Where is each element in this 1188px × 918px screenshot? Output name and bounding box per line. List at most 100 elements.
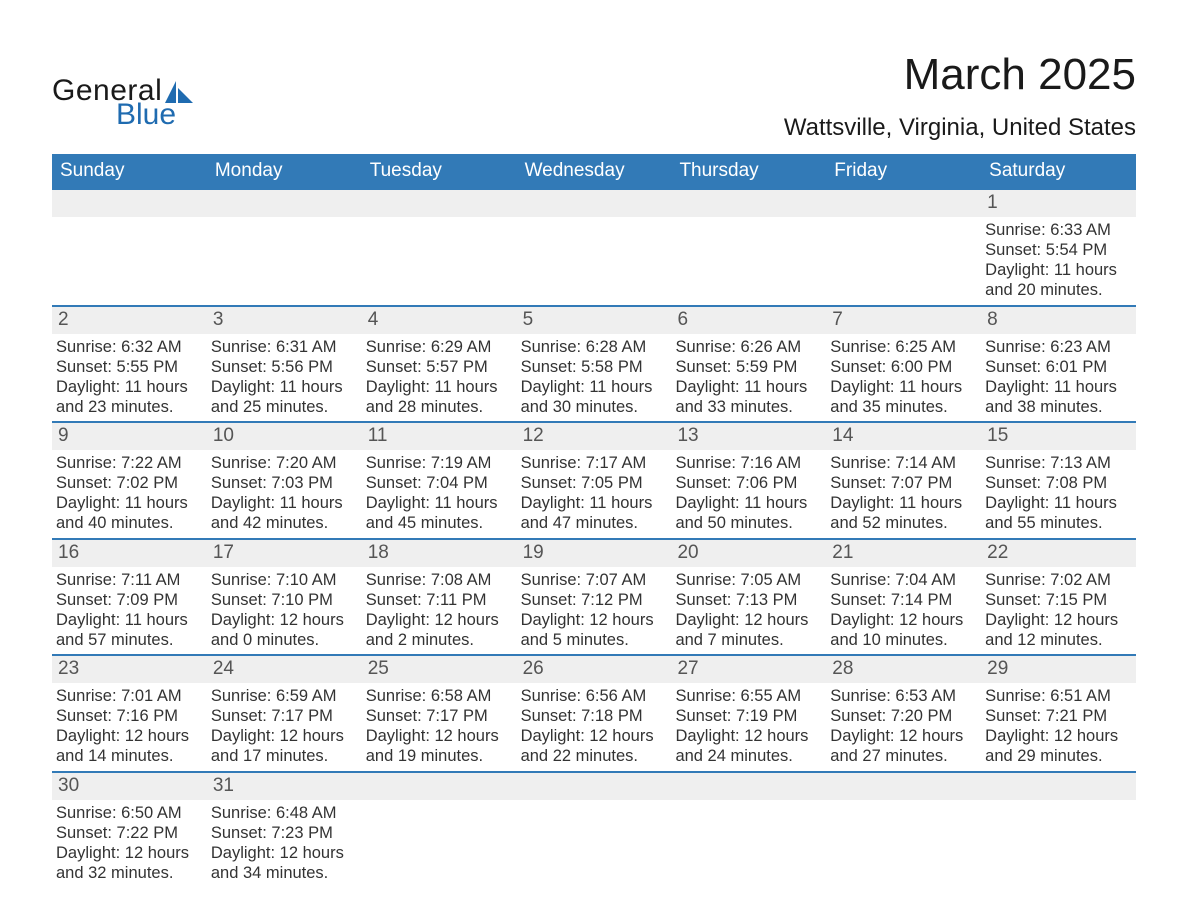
week-row: 2Sunrise: 6:32 AMSunset: 5:55 PMDaylight… (52, 305, 1136, 422)
day-info: Sunrise: 6:55 AMSunset: 7:19 PMDaylight:… (671, 683, 826, 771)
empty-day (362, 190, 517, 217)
day-info: Sunrise: 6:58 AMSunset: 7:17 PMDaylight:… (362, 683, 517, 771)
day-info: Sunrise: 7:22 AMSunset: 7:02 PMDaylight:… (52, 450, 207, 538)
day-info: Sunrise: 7:19 AMSunset: 7:04 PMDaylight:… (362, 450, 517, 538)
weekday-header-row: SundayMondayTuesdayWednesdayThursdayFrid… (52, 154, 1136, 190)
day-info: Sunrise: 6:32 AMSunset: 5:55 PMDaylight:… (52, 334, 207, 422)
day-number: 5 (517, 307, 672, 334)
day-cell: 24Sunrise: 6:59 AMSunset: 7:17 PMDayligh… (207, 656, 362, 771)
calendar-page: General Blue March 2025 Wattsville, Virg… (0, 0, 1188, 918)
empty-day (52, 190, 207, 217)
day-info: Sunrise: 7:07 AMSunset: 7:12 PMDaylight:… (517, 567, 672, 655)
day-number: 2 (52, 307, 207, 334)
day-info: Sunrise: 6:31 AMSunset: 5:56 PMDaylight:… (207, 334, 362, 422)
day-number: 16 (52, 540, 207, 567)
day-cell (826, 773, 981, 888)
day-cell: 22Sunrise: 7:02 AMSunset: 7:15 PMDayligh… (981, 540, 1136, 655)
day-number: 12 (517, 423, 672, 450)
day-number: 9 (52, 423, 207, 450)
day-cell: 10Sunrise: 7:20 AMSunset: 7:03 PMDayligh… (207, 423, 362, 538)
day-number: 17 (207, 540, 362, 567)
day-cell (826, 190, 981, 305)
day-info: Sunrise: 7:13 AMSunset: 7:08 PMDaylight:… (981, 450, 1136, 538)
day-info: Sunrise: 6:51 AMSunset: 7:21 PMDaylight:… (981, 683, 1136, 771)
day-info: Sunrise: 6:28 AMSunset: 5:58 PMDaylight:… (517, 334, 672, 422)
empty-day (671, 190, 826, 217)
day-cell: 20Sunrise: 7:05 AMSunset: 7:13 PMDayligh… (671, 540, 826, 655)
day-number: 14 (826, 423, 981, 450)
day-cell: 6Sunrise: 6:26 AMSunset: 5:59 PMDaylight… (671, 307, 826, 422)
day-number: 8 (981, 307, 1136, 334)
weekday-header: Tuesday (362, 154, 517, 190)
empty-day (826, 773, 981, 800)
day-number: 24 (207, 656, 362, 683)
month-title: March 2025 (784, 50, 1136, 100)
day-cell (671, 773, 826, 888)
day-cell: 16Sunrise: 7:11 AMSunset: 7:09 PMDayligh… (52, 540, 207, 655)
day-number: 3 (207, 307, 362, 334)
day-info: Sunrise: 6:59 AMSunset: 7:17 PMDaylight:… (207, 683, 362, 771)
day-cell: 31Sunrise: 6:48 AMSunset: 7:23 PMDayligh… (207, 773, 362, 888)
weekday-header: Monday (207, 154, 362, 190)
day-info: Sunrise: 6:25 AMSunset: 6:00 PMDaylight:… (826, 334, 981, 422)
day-cell: 30Sunrise: 6:50 AMSunset: 7:22 PMDayligh… (52, 773, 207, 888)
day-cell: 21Sunrise: 7:04 AMSunset: 7:14 PMDayligh… (826, 540, 981, 655)
day-number: 30 (52, 773, 207, 800)
day-info: Sunrise: 6:56 AMSunset: 7:18 PMDaylight:… (517, 683, 672, 771)
empty-day (517, 773, 672, 800)
day-cell (517, 190, 672, 305)
empty-day (207, 190, 362, 217)
day-cell: 12Sunrise: 7:17 AMSunset: 7:05 PMDayligh… (517, 423, 672, 538)
day-cell: 8Sunrise: 6:23 AMSunset: 6:01 PMDaylight… (981, 307, 1136, 422)
day-info: Sunrise: 7:01 AMSunset: 7:16 PMDaylight:… (52, 683, 207, 771)
day-cell: 29Sunrise: 6:51 AMSunset: 7:21 PMDayligh… (981, 656, 1136, 771)
day-number: 15 (981, 423, 1136, 450)
day-cell (362, 773, 517, 888)
day-cell: 23Sunrise: 7:01 AMSunset: 7:16 PMDayligh… (52, 656, 207, 771)
day-cell: 3Sunrise: 6:31 AMSunset: 5:56 PMDaylight… (207, 307, 362, 422)
day-info: Sunrise: 7:14 AMSunset: 7:07 PMDaylight:… (826, 450, 981, 538)
day-number: 26 (517, 656, 672, 683)
day-cell: 7Sunrise: 6:25 AMSunset: 6:00 PMDaylight… (826, 307, 981, 422)
week-row: 9Sunrise: 7:22 AMSunset: 7:02 PMDaylight… (52, 421, 1136, 538)
day-info: Sunrise: 7:08 AMSunset: 7:11 PMDaylight:… (362, 567, 517, 655)
weekday-header: Friday (826, 154, 981, 190)
day-info: Sunrise: 6:33 AMSunset: 5:54 PMDaylight:… (981, 217, 1136, 305)
day-cell: 28Sunrise: 6:53 AMSunset: 7:20 PMDayligh… (826, 656, 981, 771)
logo-text-blue: Blue (116, 100, 193, 130)
day-info: Sunrise: 7:20 AMSunset: 7:03 PMDaylight:… (207, 450, 362, 538)
day-info: Sunrise: 7:05 AMSunset: 7:13 PMDaylight:… (671, 567, 826, 655)
day-number: 18 (362, 540, 517, 567)
weekday-header: Sunday (52, 154, 207, 190)
header: General Blue March 2025 Wattsville, Virg… (52, 50, 1136, 142)
calendar-grid: SundayMondayTuesdayWednesdayThursdayFrid… (52, 154, 1136, 887)
day-cell: 9Sunrise: 7:22 AMSunset: 7:02 PMDaylight… (52, 423, 207, 538)
day-cell: 1Sunrise: 6:33 AMSunset: 5:54 PMDaylight… (981, 190, 1136, 305)
day-number: 19 (517, 540, 672, 567)
day-number: 25 (362, 656, 517, 683)
empty-day (362, 773, 517, 800)
day-number: 21 (826, 540, 981, 567)
day-cell: 19Sunrise: 7:07 AMSunset: 7:12 PMDayligh… (517, 540, 672, 655)
day-info: Sunrise: 6:48 AMSunset: 7:23 PMDaylight:… (207, 800, 362, 888)
day-number: 20 (671, 540, 826, 567)
day-cell: 25Sunrise: 6:58 AMSunset: 7:17 PMDayligh… (362, 656, 517, 771)
day-cell (52, 190, 207, 305)
day-cell (981, 773, 1136, 888)
week-row: 16Sunrise: 7:11 AMSunset: 7:09 PMDayligh… (52, 538, 1136, 655)
location: Wattsville, Virginia, United States (784, 114, 1136, 142)
day-info: Sunrise: 6:26 AMSunset: 5:59 PMDaylight:… (671, 334, 826, 422)
day-number: 4 (362, 307, 517, 334)
weekday-header: Wednesday (517, 154, 672, 190)
weekday-header: Thursday (671, 154, 826, 190)
day-number: 6 (671, 307, 826, 334)
empty-day (981, 773, 1136, 800)
day-number: 13 (671, 423, 826, 450)
logo: General Blue (52, 76, 193, 130)
week-row: 1Sunrise: 6:33 AMSunset: 5:54 PMDaylight… (52, 190, 1136, 305)
day-number: 22 (981, 540, 1136, 567)
day-cell: 11Sunrise: 7:19 AMSunset: 7:04 PMDayligh… (362, 423, 517, 538)
weekday-header: Saturday (981, 154, 1136, 190)
day-number: 27 (671, 656, 826, 683)
day-number: 7 (826, 307, 981, 334)
